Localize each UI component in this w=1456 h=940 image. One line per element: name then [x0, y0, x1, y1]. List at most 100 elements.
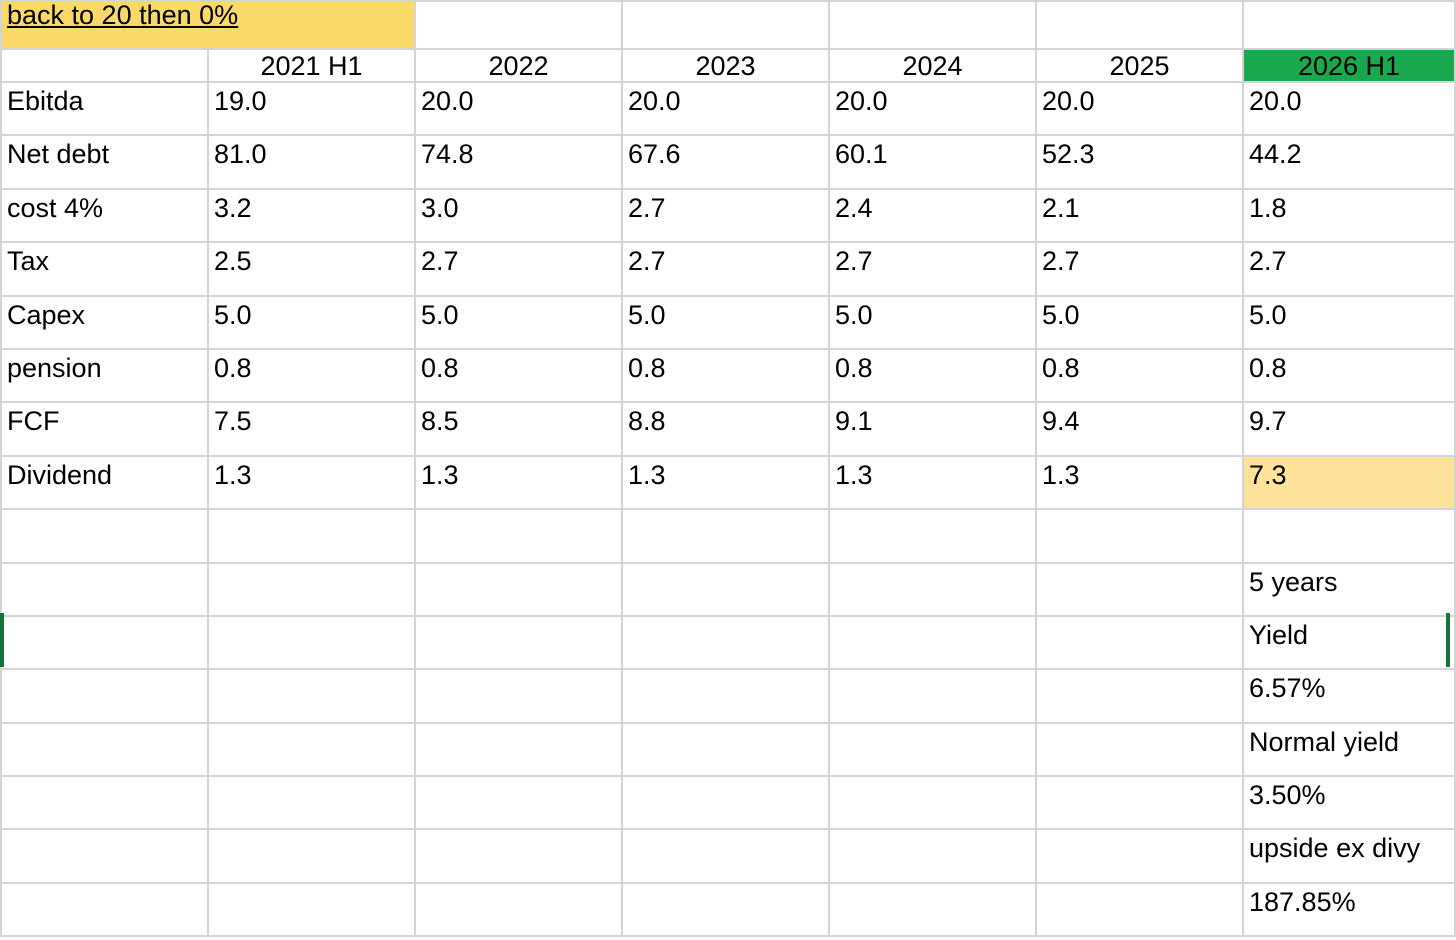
cell[interactable]: [414, 881, 623, 938]
value-cell[interactable]: 20.0: [1242, 80, 1456, 137]
cell[interactable]: [621, 775, 830, 831]
cell[interactable]: [828, 614, 1037, 671]
row-label-cell[interactable]: cost 4%: [0, 187, 209, 244]
cell[interactable]: [621, 561, 830, 617]
value-cell[interactable]: 1.3: [1035, 454, 1244, 511]
value-cell[interactable]: 2.7: [621, 241, 830, 297]
value-cell[interactable]: 8.5: [414, 401, 623, 457]
value-cell[interactable]: 1.8: [1242, 187, 1456, 244]
cell[interactable]: [1242, 0, 1456, 50]
summary-cell[interactable]: Normal yield: [1242, 721, 1456, 778]
row-label-cell[interactable]: Net debt: [0, 134, 209, 190]
year-header-cell[interactable]: 2022: [414, 48, 623, 83]
cell[interactable]: [828, 828, 1037, 884]
value-cell[interactable]: 2.5: [207, 241, 416, 297]
year-header-cell[interactable]: 2023: [621, 48, 830, 83]
cell[interactable]: [621, 614, 830, 671]
cell[interactable]: [828, 668, 1037, 724]
row-label-cell[interactable]: Ebitda: [0, 80, 209, 137]
summary-cell[interactable]: 187.85%: [1242, 881, 1456, 938]
value-cell[interactable]: 19.0: [207, 80, 416, 137]
cell[interactable]: [0, 721, 209, 778]
value-cell[interactable]: 2.7: [414, 241, 623, 297]
cell[interactable]: [1035, 881, 1244, 938]
value-cell[interactable]: 20.0: [621, 80, 830, 137]
value-cell[interactable]: 81.0: [207, 134, 416, 190]
value-cell[interactable]: 20.0: [828, 80, 1037, 137]
cell[interactable]: [0, 561, 209, 617]
cell[interactable]: [1035, 828, 1244, 884]
value-cell[interactable]: 20.0: [414, 80, 623, 137]
value-cell-highlighted[interactable]: 7.3: [1242, 454, 1456, 511]
value-cell[interactable]: 60.1: [828, 134, 1037, 190]
cell[interactable]: [1035, 561, 1244, 617]
value-cell[interactable]: 0.8: [1035, 347, 1244, 404]
cell[interactable]: [207, 775, 416, 831]
value-cell[interactable]: 2.7: [1035, 241, 1244, 297]
value-cell[interactable]: 0.8: [828, 347, 1037, 404]
cell[interactable]: [621, 508, 830, 564]
year-header-cell[interactable]: 2021 H1: [207, 48, 416, 83]
summary-cell[interactable]: 6.57%: [1242, 668, 1456, 724]
cell[interactable]: [828, 0, 1037, 50]
cell[interactable]: [1035, 721, 1244, 778]
row-label-cell[interactable]: Tax: [0, 241, 209, 297]
value-cell[interactable]: 5.0: [621, 294, 830, 350]
cell[interactable]: [414, 0, 623, 50]
value-cell[interactable]: 2.1: [1035, 187, 1244, 244]
value-cell[interactable]: 67.6: [621, 134, 830, 190]
value-cell[interactable]: 1.3: [207, 454, 416, 511]
cell[interactable]: [0, 828, 209, 884]
value-cell[interactable]: 0.8: [1242, 347, 1456, 404]
cell[interactable]: [414, 614, 623, 671]
value-cell[interactable]: 0.8: [621, 347, 830, 404]
value-cell[interactable]: 3.0: [414, 187, 623, 244]
row-label-cell[interactable]: Dividend: [0, 454, 209, 511]
cell[interactable]: [414, 775, 623, 831]
value-cell[interactable]: 1.3: [828, 454, 1037, 511]
cell[interactable]: [621, 828, 830, 884]
cell[interactable]: [1035, 614, 1244, 671]
cell[interactable]: [207, 668, 416, 724]
value-cell[interactable]: 5.0: [1242, 294, 1456, 350]
value-cell[interactable]: 74.8: [414, 134, 623, 190]
year-header-cell-highlighted[interactable]: 2026 H1: [1242, 48, 1456, 83]
cell[interactable]: [0, 775, 209, 831]
value-cell[interactable]: 5.0: [828, 294, 1037, 350]
cell[interactable]: [207, 881, 416, 938]
header-blank-cell[interactable]: [0, 48, 209, 83]
value-cell[interactable]: 9.7: [1242, 401, 1456, 457]
cell[interactable]: [621, 668, 830, 724]
value-cell[interactable]: 0.8: [414, 347, 623, 404]
cell[interactable]: [828, 508, 1037, 564]
value-cell[interactable]: 9.1: [828, 401, 1037, 457]
cell[interactable]: [828, 881, 1037, 938]
row-label-cell[interactable]: Capex: [0, 294, 209, 350]
summary-cell[interactable]: 3.50%: [1242, 775, 1456, 831]
cell[interactable]: [207, 828, 416, 884]
cell[interactable]: [0, 881, 209, 938]
cell[interactable]: [621, 721, 830, 778]
year-header-cell[interactable]: 2025: [1035, 48, 1244, 83]
cell[interactable]: [828, 775, 1037, 831]
value-cell[interactable]: 1.3: [621, 454, 830, 511]
row-label-cell[interactable]: FCF: [0, 401, 209, 457]
cell[interactable]: [414, 721, 623, 778]
cell[interactable]: [1035, 0, 1244, 50]
cell[interactable]: [0, 668, 209, 724]
value-cell[interactable]: 5.0: [1035, 294, 1244, 350]
cell[interactable]: [621, 881, 830, 938]
value-cell[interactable]: 5.0: [414, 294, 623, 350]
cell[interactable]: [0, 508, 209, 564]
value-cell[interactable]: 20.0: [1035, 80, 1244, 137]
value-cell[interactable]: 8.8: [621, 401, 830, 457]
cell[interactable]: [207, 614, 416, 671]
cell[interactable]: [621, 0, 830, 50]
value-cell[interactable]: 7.5: [207, 401, 416, 457]
cell[interactable]: [1035, 508, 1244, 564]
note-cell[interactable]: back to 20 then 0%: [0, 0, 416, 50]
value-cell[interactable]: 0.8: [207, 347, 416, 404]
year-header-cell[interactable]: 2024: [828, 48, 1037, 83]
summary-cell[interactable]: Yield: [1242, 614, 1456, 671]
value-cell[interactable]: 3.2: [207, 187, 416, 244]
